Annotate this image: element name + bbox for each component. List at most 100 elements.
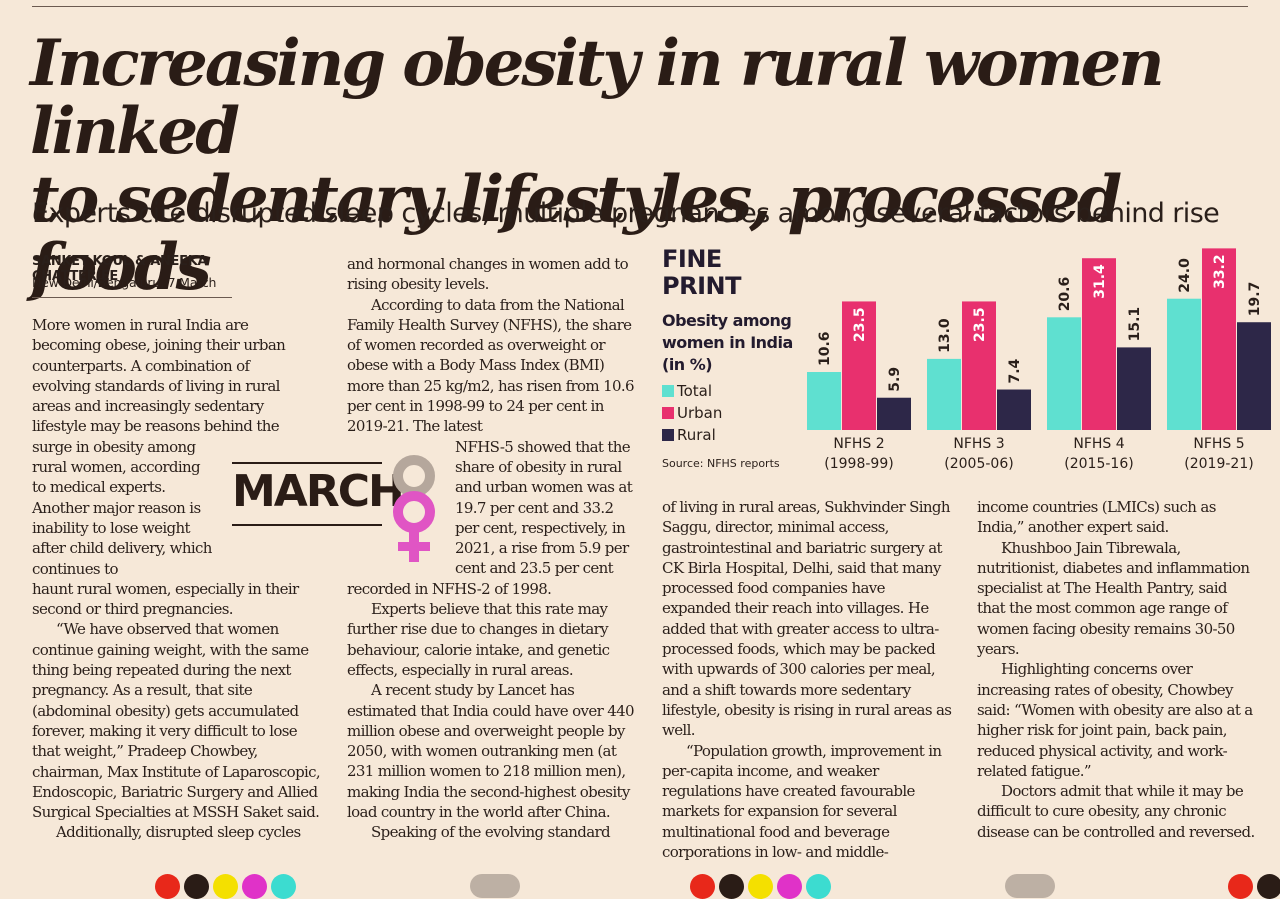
bar-value-label: 5.9 <box>887 367 903 392</box>
chart-source: Source: NFHS reports <box>662 457 780 470</box>
registration-pill <box>470 874 520 898</box>
bar-total <box>807 372 841 430</box>
bar-value-label: 19.7 <box>1247 282 1263 317</box>
byline: SANKET KOUL & ANEEKA CHATTERJEE <box>32 254 208 284</box>
bar-rural <box>1117 347 1151 430</box>
bar-total <box>927 358 961 430</box>
registration-dot <box>242 874 267 899</box>
legend-swatch-rural <box>662 429 674 441</box>
col4-para-2: Khushboo Jain Tibrewala, nutritionist, d… <box>977 538 1250 659</box>
legend-item-rural: Rural <box>662 424 722 446</box>
lower-ring-icon <box>393 491 435 533</box>
upper-ring-icon <box>393 455 435 497</box>
top-rule <box>32 6 1248 7</box>
category-label: NFHS 3 <box>953 436 1004 452</box>
bar-urban <box>962 301 996 430</box>
column-3: of living in rural areas, Sukhvinder Sin… <box>662 497 952 862</box>
registration-dot <box>690 874 715 899</box>
bar-value-label: 13.0 <box>937 318 953 353</box>
col4-para-3: Highlighting concerns over increasing ra… <box>977 660 1253 780</box>
registration-dot <box>748 874 773 899</box>
registration-marks-right <box>1228 874 1280 899</box>
bar-rural <box>997 389 1031 430</box>
legend-label-urban: Urban <box>677 404 723 422</box>
registration-dot <box>777 874 802 899</box>
col1-para-2: “We have observed that women continue ga… <box>32 620 321 822</box>
registration-dot <box>1257 874 1280 899</box>
col4-para-1: income countries (LMICs) such as India,”… <box>977 498 1216 537</box>
col1-para-1c: haunt rural women, especially in their s… <box>32 579 299 619</box>
registration-dot <box>184 874 209 899</box>
bar-value-label: 23.5 <box>972 307 988 342</box>
bar-value-label: 33.2 <box>1212 254 1228 289</box>
headline: Increasing obesity in rural women linked… <box>30 30 1250 302</box>
march-word: MARCH <box>232 466 405 517</box>
registration-dot <box>1228 874 1253 899</box>
registration-dot <box>155 874 180 899</box>
legend-item-urban: Urban <box>662 402 722 424</box>
bar-value-label: 7.4 <box>1007 358 1023 383</box>
col2-para-5: Speaking of the evolving standard <box>371 823 611 842</box>
byline-rule <box>32 297 232 298</box>
col3-para-1: of living in rural areas, Sukhvinder Sin… <box>662 498 952 740</box>
registration-dot <box>806 874 831 899</box>
col4-para-4: Doctors admit that while it may be diffi… <box>977 782 1255 841</box>
bar-total <box>1167 298 1201 430</box>
bar-rural <box>1237 322 1271 430</box>
bar-total <box>1047 317 1081 430</box>
category-label: NFHS 2 <box>833 436 884 452</box>
category-year-label: (2019-21) <box>1184 456 1253 472</box>
category-year-label: (2015-16) <box>1064 456 1133 472</box>
deck: Experts cite disrupted sleep cycles, mul… <box>32 198 1220 229</box>
column-2: and hormonal changes in women add to ris… <box>347 254 637 843</box>
registration-pill <box>1005 874 1055 898</box>
registration-marks-left <box>155 874 296 899</box>
bar-urban <box>1082 258 1116 430</box>
col1-para-1a: More women in rural India are becoming o… <box>32 316 286 456</box>
col2-para-4: A recent study by Lancet has estimated t… <box>347 681 635 822</box>
legend-label-rural: Rural <box>677 426 716 444</box>
bar-value-label: 15.1 <box>1127 307 1143 342</box>
column-4: income countries (LMICs) such as India,”… <box>977 497 1255 842</box>
category-year-label: (1998-99) <box>824 456 893 472</box>
bar-value-label: 24.0 <box>1177 258 1193 293</box>
legend-label-total: Total <box>677 382 713 400</box>
bar-value-label: 10.6 <box>817 331 833 366</box>
col2-para-2c: recorded in NFHS-2 of 1998. <box>347 579 552 598</box>
category-year-label: (2005-06) <box>944 456 1013 472</box>
category-label: NFHS 5 <box>1193 436 1244 452</box>
col2-para-1: and hormonal changes in women add to ris… <box>347 255 629 294</box>
col2-para-2b: NFHS-5 showed that the share of obesity … <box>455 437 633 578</box>
fine-print-title-1: FINE <box>662 245 722 273</box>
registration-marks-center <box>690 874 831 899</box>
headline-line-1: Increasing obesity in rural women linked <box>30 26 1165 169</box>
legend-item-total: Total <box>662 380 722 402</box>
symbol-crossbar <box>398 542 430 551</box>
venus-symbol-icon <box>393 455 435 562</box>
legend-swatch-total <box>662 385 674 397</box>
chart-legend: Total Urban Rural <box>662 380 722 446</box>
march-womens-day-graphic: MARCH <box>228 454 452 569</box>
category-label: NFHS 4 <box>1073 436 1124 452</box>
col2-para-2: According to data from the National Fami… <box>347 295 635 436</box>
march-bottom-rule <box>232 524 382 526</box>
col2-para-3: Experts believe that this rate may furth… <box>347 600 610 679</box>
bar-rural <box>877 397 911 430</box>
march-top-rule <box>232 462 382 464</box>
registration-dot <box>213 874 238 899</box>
fine-print-title: FINE PRINT <box>662 246 741 300</box>
chart-subtitle: Obesity among women in India (in %) <box>662 311 793 374</box>
registration-dot <box>271 874 296 899</box>
obesity-bar-chart: 10.6 23.5 5.9 NFHS 2 (1998-99) 13.0 23.5 7.4 NFH… <box>807 248 1271 472</box>
bar-urban <box>842 301 876 430</box>
headline-line-2: to sedentary lifestyles, processed foods <box>30 162 1122 305</box>
col1-para-1b: rural women, according to medical expert… <box>32 458 212 578</box>
legend-swatch-urban <box>662 407 674 419</box>
col3-para-2: “Population growth, improvement in per-c… <box>662 741 942 862</box>
fine-print-title-2: PRINT <box>662 272 741 300</box>
registration-dot <box>719 874 744 899</box>
column-1: More women in rural India are becoming o… <box>32 315 322 843</box>
bar-value-label: 20.6 <box>1057 277 1073 312</box>
bar-value-label: 23.5 <box>852 307 868 342</box>
bar-value-label: 31.4 <box>1092 264 1108 299</box>
